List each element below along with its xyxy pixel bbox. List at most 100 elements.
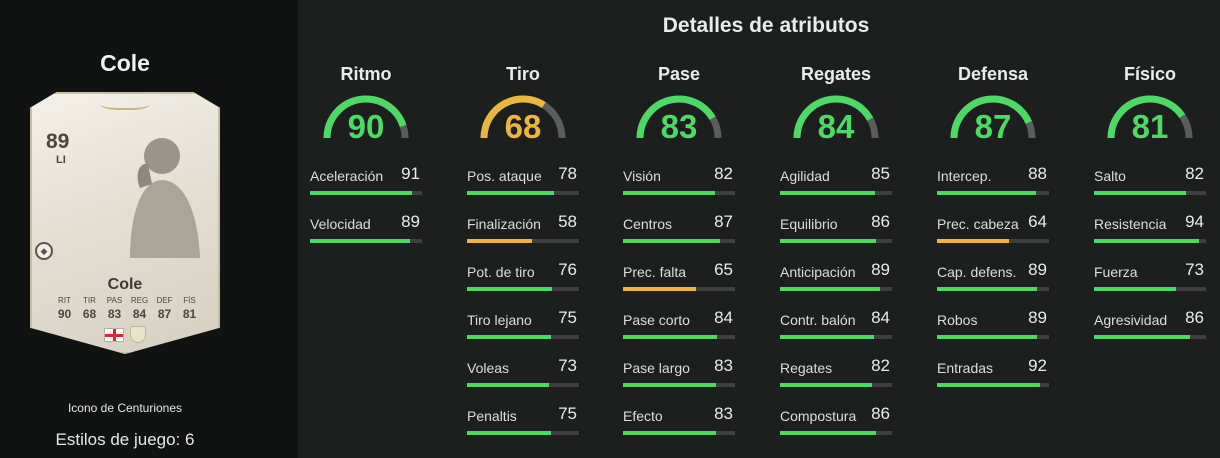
attribute-label: Salto (1094, 168, 1126, 184)
attribute-row[interactable]: Pase largo 83 (623, 356, 735, 408)
gauge-fill (950, 95, 1033, 139)
attribute-value: 92 (1028, 356, 1047, 375)
attribute-row[interactable]: Voleas 73 (467, 356, 579, 408)
attribute-row[interactable]: Entradas 92 (937, 356, 1049, 408)
attribute-label: Pos. ataque (467, 168, 542, 184)
attribute-row[interactable]: Fuerza 73 (1094, 260, 1206, 312)
attribute-label: Velocidad (310, 216, 371, 232)
attribute-row[interactable]: Pot. de tiro 76 (467, 260, 579, 312)
attribute-bar (467, 287, 579, 291)
attribute-bar-fill (467, 287, 553, 291)
category-rating: 81 (1131, 108, 1169, 145)
attribute-row[interactable]: Prec. falta 65 (623, 260, 735, 312)
attribute-bar-fill (310, 191, 412, 195)
attribute-row[interactable]: Salto 82 (1094, 164, 1206, 216)
attribute-label: Tiro lejano (467, 312, 532, 328)
attribute-bar-fill (1094, 191, 1186, 195)
category-gauge: 87 (937, 92, 1049, 148)
attribute-label: Voleas (467, 360, 510, 376)
playstyles-count[interactable]: Estilos de juego: 6 (55, 430, 195, 449)
attribute-label: Equilibrio (780, 216, 838, 232)
category-gauge: 90 (310, 92, 422, 148)
attribute-value: 94 (1185, 212, 1204, 231)
attribute-bar-fill (623, 383, 716, 387)
attribute-bar-fill (623, 287, 696, 291)
attribute-bar (780, 383, 892, 387)
attribute-value: 78 (558, 164, 577, 183)
gauge-arc (793, 95, 879, 139)
attribute-row[interactable]: Penaltis 75 (467, 404, 579, 456)
attribute-value: 73 (1185, 260, 1204, 279)
attribute-label: Agilidad (780, 168, 830, 184)
attribute-bar-fill (937, 383, 1041, 387)
attribute-bar (937, 383, 1049, 387)
attribute-row[interactable]: Pos. ataque 78 (467, 164, 579, 216)
attribute-row[interactable]: Agresividad 86 (1094, 308, 1206, 360)
attribute-row[interactable]: Aceleración 91 (310, 164, 422, 216)
attribute-bar-fill (467, 383, 549, 387)
category-rating: 83 (660, 108, 698, 145)
player-card[interactable]: 89 LI ◆ Cole RIT TIR PAS REG DEF FÍS 90 … (30, 92, 220, 354)
attribute-value: 89 (871, 260, 890, 279)
attribute-bar (1094, 191, 1206, 195)
attribute-bar (780, 335, 892, 339)
category-name: Ritmo (340, 64, 392, 84)
attribute-bar (467, 191, 579, 195)
attribute-row[interactable]: Velocidad 89 (310, 212, 422, 264)
attribute-list: Visión 82 Centros 87 Prec. falta 65 Pase corto… (623, 164, 735, 456)
attribute-bar-fill (623, 335, 718, 339)
attribute-label: Pase largo (623, 360, 690, 376)
attribute-value: 84 (714, 308, 733, 327)
attribute-bar (467, 431, 579, 435)
attribute-bar-fill (780, 335, 875, 339)
attribute-label: Pot. de tiro (467, 264, 535, 280)
attribute-bar (623, 287, 735, 291)
attribute-bar (623, 239, 735, 243)
attribute-list: Pos. ataque 78 Finalización 58 Pot. de tiro 7… (467, 164, 579, 456)
attribute-bar-fill (623, 431, 716, 435)
attribute-row[interactable]: Tiro lejano 75 (467, 308, 579, 360)
attribute-row[interactable]: Centros 87 (623, 212, 735, 264)
attribute-label: Finalización (467, 216, 541, 232)
attribute-bar (623, 191, 735, 195)
attribute-row[interactable]: Agilidad 85 (780, 164, 892, 216)
attribute-bar-fill (937, 287, 1037, 291)
attribute-value: 84 (871, 308, 890, 327)
attribute-value: 85 (871, 164, 890, 183)
attribute-value: 91 (401, 164, 420, 183)
attribute-row[interactable]: Resistencia 94 (1094, 212, 1206, 264)
card-rating: 89 (46, 130, 70, 153)
card-stat-label: DEF (156, 296, 173, 305)
attribute-column-tiro: Tiro 68 Pos. ataque 78 Finalización 58 Pot. de… (467, 64, 579, 456)
attribute-bar (467, 383, 579, 387)
attribute-label: Prec. cabeza (937, 216, 1019, 232)
attribute-bar (937, 287, 1049, 291)
attribute-value: 88 (1028, 164, 1047, 183)
attribute-bar-fill (467, 431, 551, 435)
attribute-value: 58 (558, 212, 577, 231)
attribute-row[interactable]: Robos 89 (937, 308, 1049, 360)
category-gauge: 83 (623, 92, 735, 148)
attribute-row[interactable]: Pase corto 84 (623, 308, 735, 360)
attribute-bar-fill (937, 335, 1037, 339)
playstyle-badge-icon: ◆ (35, 242, 53, 260)
attribute-row[interactable]: Contr. balón 84 (780, 308, 892, 360)
attribute-bar (623, 335, 735, 339)
attribute-row[interactable]: Visión 82 (623, 164, 735, 216)
attribute-bar-fill (780, 191, 876, 195)
attribute-row[interactable]: Prec. cabeza 64 (937, 212, 1049, 264)
attribute-row[interactable]: Finalización 58 (467, 212, 579, 264)
attribute-bar-fill (310, 239, 410, 243)
attribute-row[interactable]: Intercep. 88 (937, 164, 1049, 216)
card-stats: RIT TIR PAS REG DEF FÍS 90 68 83 84 87 8… (52, 296, 202, 321)
attribute-label: Intercep. (937, 168, 992, 184)
category-name: Defensa (957, 64, 1029, 84)
attribute-row[interactable]: Cap. defens. 89 (937, 260, 1049, 312)
attribute-value: 87 (714, 212, 733, 231)
attribute-row[interactable]: Equilibrio 86 (780, 212, 892, 264)
attribute-row[interactable]: Regates 82 (780, 356, 892, 408)
attribute-row[interactable]: Compostura 86 (780, 404, 892, 456)
attribute-value: 86 (871, 212, 890, 231)
attribute-row[interactable]: Anticipación 89 (780, 260, 892, 312)
attribute-row[interactable]: Efecto 83 (623, 404, 735, 456)
